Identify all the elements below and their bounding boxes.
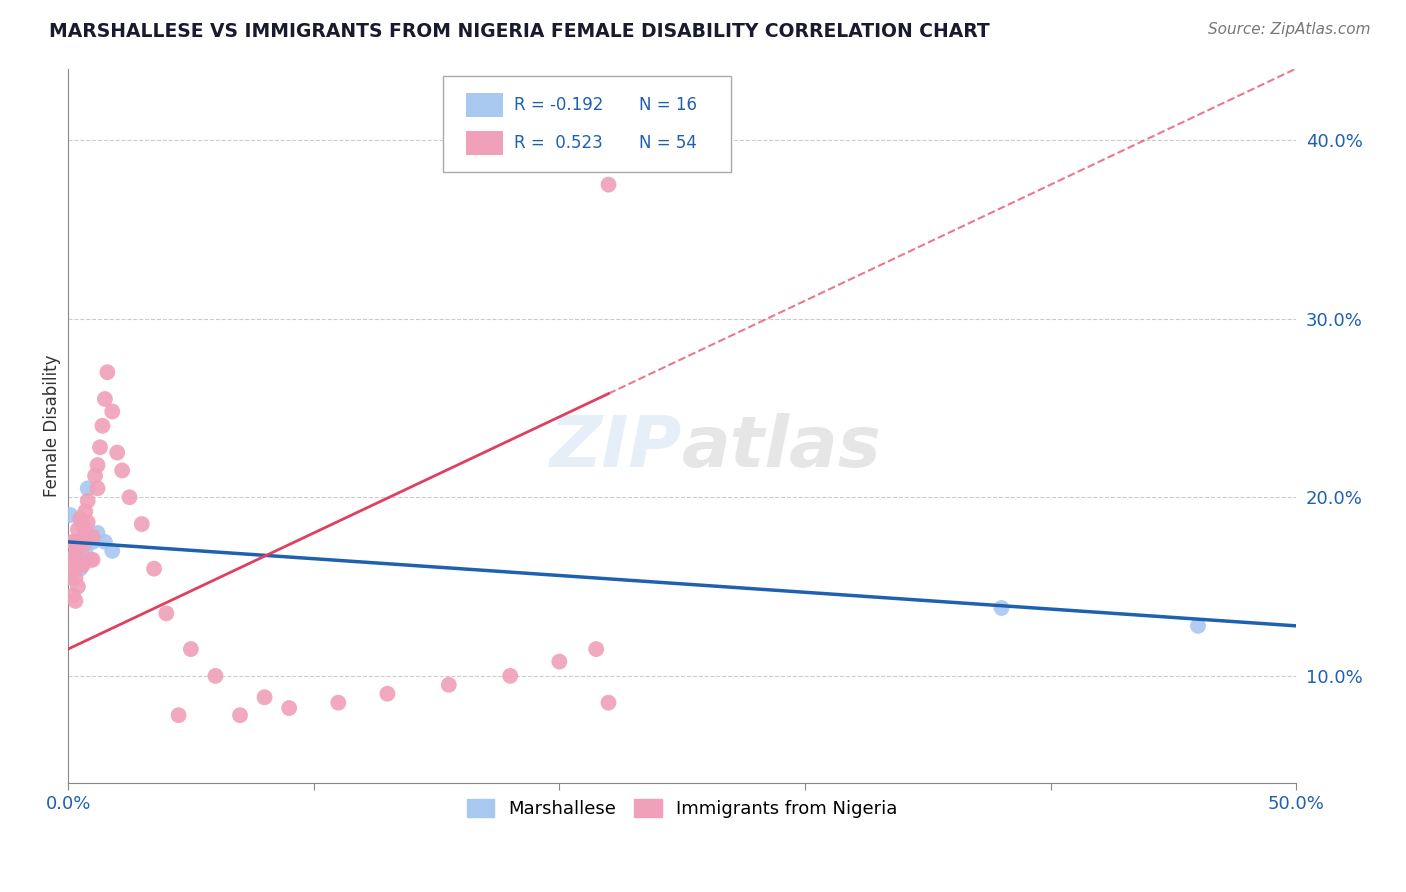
Point: [101, 544, 124, 558]
Point: [75, 544, 97, 558]
Point: [180, 642, 202, 657]
Point: [111, 463, 134, 477]
Point: [59, 508, 82, 522]
Point: [66, 541, 89, 555]
FancyBboxPatch shape: [465, 93, 503, 117]
Point: [76, 493, 98, 508]
Point: [66, 580, 89, 594]
Point: [86, 458, 108, 472]
Point: [66, 522, 89, 536]
Point: [437, 678, 460, 692]
Text: atlas: atlas: [682, 413, 882, 482]
Point: [76, 515, 98, 529]
Legend: Marshallese, Immigrants from Nigeria: Marshallese, Immigrants from Nigeria: [460, 792, 904, 825]
Point: [59, 571, 82, 585]
Point: [598, 696, 620, 710]
Point: [65, 594, 87, 608]
Point: [72, 539, 94, 553]
Point: [76, 481, 98, 495]
Text: N = 16: N = 16: [640, 96, 697, 114]
Point: [72, 516, 94, 531]
Point: [82, 535, 104, 549]
Text: ZIP: ZIP: [550, 413, 682, 482]
Point: [79, 553, 101, 567]
Point: [82, 530, 104, 544]
Point: [1187, 619, 1209, 633]
Point: [62, 562, 84, 576]
Point: [75, 525, 97, 540]
FancyBboxPatch shape: [443, 76, 731, 172]
Y-axis label: Female Disability: Female Disability: [44, 354, 60, 497]
Point: [94, 535, 117, 549]
Point: [69, 562, 91, 576]
Point: [65, 535, 87, 549]
Point: [131, 516, 153, 531]
Point: [499, 669, 522, 683]
Point: [62, 535, 84, 549]
Point: [91, 418, 114, 433]
Point: [65, 571, 87, 585]
Point: [66, 558, 89, 573]
Point: [69, 557, 91, 571]
Point: [65, 553, 87, 567]
Text: Source: ZipAtlas.com: Source: ZipAtlas.com: [1208, 22, 1371, 37]
Point: [82, 553, 104, 567]
Point: [65, 548, 87, 562]
Point: [84, 468, 107, 483]
Point: [69, 535, 91, 549]
Point: [75, 504, 97, 518]
Point: [598, 178, 620, 192]
Point: [253, 690, 276, 705]
Point: [72, 553, 94, 567]
Text: R = -0.192: R = -0.192: [515, 96, 603, 114]
Text: N = 54: N = 54: [640, 134, 697, 152]
Point: [118, 490, 141, 504]
Point: [69, 553, 91, 567]
Point: [328, 696, 350, 710]
Point: [69, 511, 91, 525]
Point: [990, 601, 1012, 615]
Point: [62, 535, 84, 549]
Point: [62, 589, 84, 603]
Point: [105, 445, 128, 459]
Point: [59, 553, 82, 567]
Point: [204, 669, 226, 683]
FancyBboxPatch shape: [465, 131, 503, 155]
Point: [86, 525, 108, 540]
Point: [229, 708, 252, 723]
Point: [155, 607, 177, 621]
Text: MARSHALLESE VS IMMIGRANTS FROM NIGERIA FEMALE DISABILITY CORRELATION CHART: MARSHALLESE VS IMMIGRANTS FROM NIGERIA F…: [49, 22, 990, 41]
Point: [72, 558, 94, 573]
Point: [548, 655, 571, 669]
Point: [167, 708, 190, 723]
Point: [66, 544, 89, 558]
Point: [377, 687, 399, 701]
Point: [143, 562, 166, 576]
Point: [278, 701, 301, 715]
Text: R =  0.523: R = 0.523: [515, 134, 603, 152]
Point: [96, 365, 118, 379]
Point: [585, 642, 607, 657]
Point: [101, 404, 124, 418]
Point: [94, 392, 117, 406]
Point: [65, 535, 87, 549]
Point: [86, 481, 108, 495]
Point: [89, 440, 111, 454]
